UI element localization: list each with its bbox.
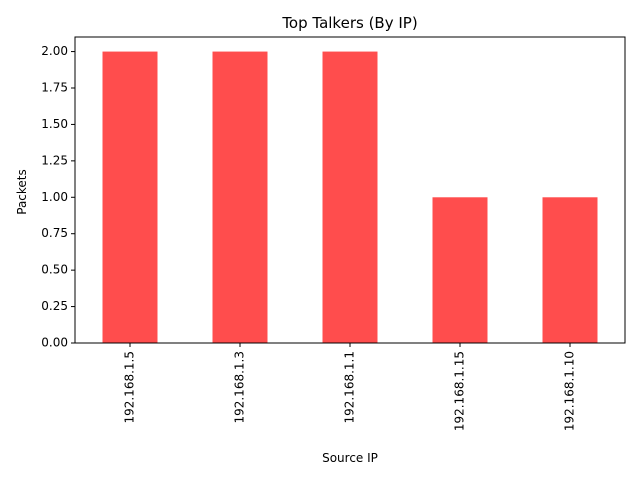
chart-title: Top Talkers (By IP) — [281, 14, 417, 32]
y-tick-label: 1.25 — [41, 153, 68, 167]
bar-192.168.1.1 — [322, 51, 378, 343]
y-tick-label: 0.00 — [41, 336, 68, 350]
x-axis: 192.168.1.5 192.168.1.3 192.168.1.1 192.168… — [123, 343, 577, 431]
bar-192.168.1.5 — [102, 51, 158, 343]
y-tick-label: 2.00 — [41, 44, 68, 58]
x-axis-label: Source IP — [322, 451, 378, 465]
x-tick-label: 192.168.1.3 — [233, 351, 247, 424]
y-axis-label: Packets — [15, 169, 29, 215]
y-tick-label: 1.50 — [41, 117, 68, 131]
y-tick-label: 1.00 — [41, 190, 68, 204]
bars-group — [102, 51, 598, 343]
x-tick-label: 192.168.1.1 — [343, 351, 357, 424]
y-tick-label: 0.25 — [41, 299, 68, 313]
y-tick-label: 0.50 — [41, 263, 68, 277]
plot-frame — [74, 36, 626, 344]
y-tick-label: 0.75 — [41, 226, 68, 240]
x-tick-label: 192.168.1.10 — [563, 351, 577, 431]
bar-192.168.1.10 — [542, 197, 598, 343]
y-axis: 0.00 0.25 0.50 0.75 1.00 1.25 1.50 1.75 2.00 — [41, 44, 75, 350]
bar-192.168.1.3 — [212, 51, 268, 343]
x-tick-label: 192.168.1.5 — [123, 351, 137, 424]
bar-192.168.1.15 — [432, 197, 488, 343]
x-tick-label: 192.168.1.15 — [453, 351, 467, 431]
y-tick-label: 1.75 — [41, 81, 68, 95]
